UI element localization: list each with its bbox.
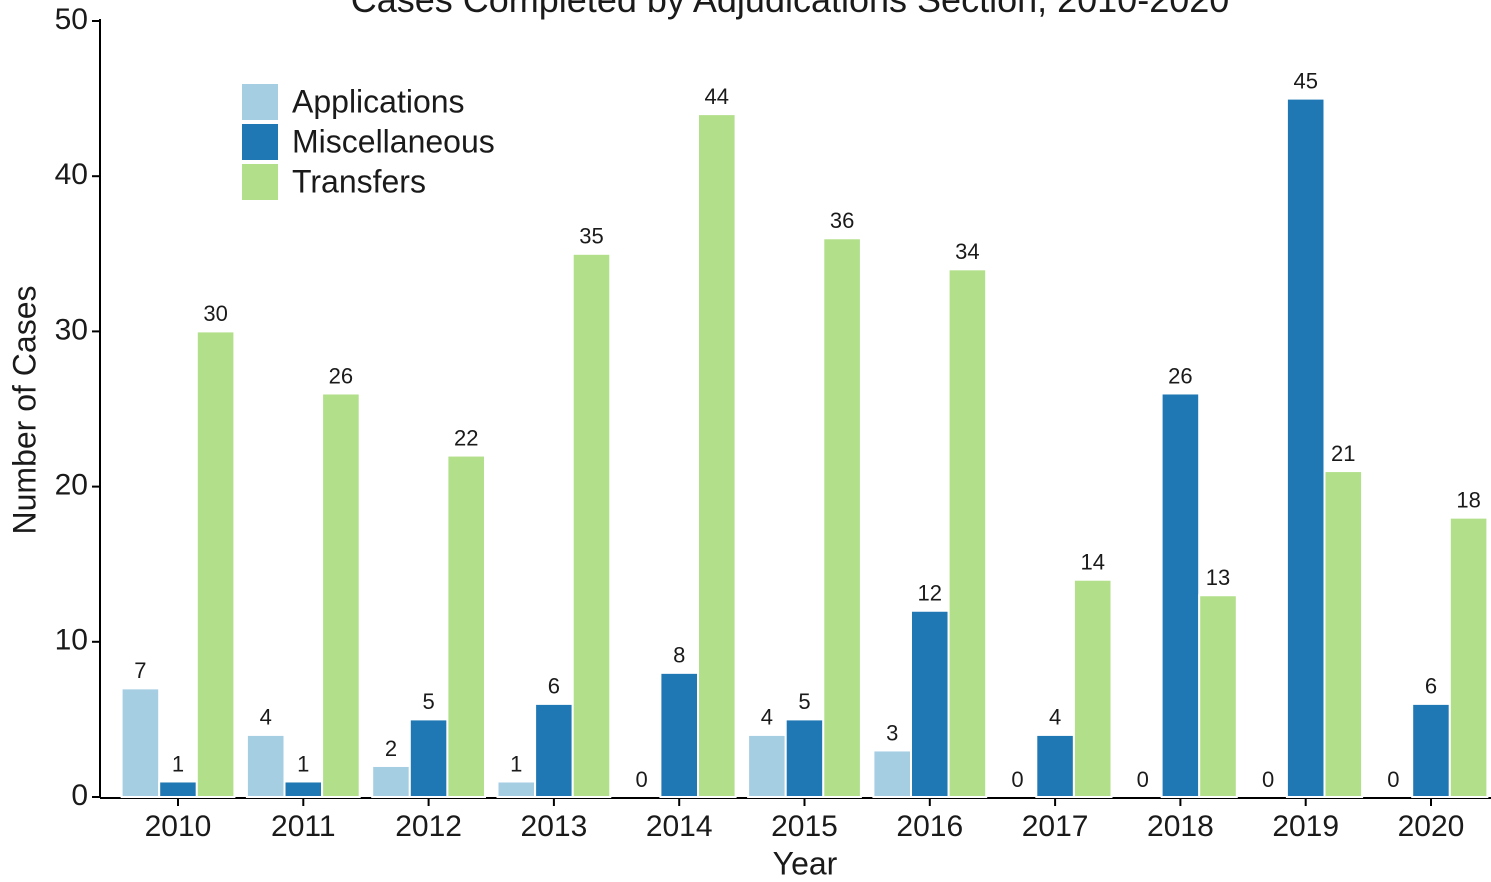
- value-label: 5: [422, 689, 434, 714]
- legend-swatch: [242, 84, 278, 120]
- x-tick-label: 2013: [521, 810, 588, 843]
- value-label: 45: [1293, 68, 1317, 93]
- value-label: 4: [260, 705, 272, 730]
- value-label: 35: [579, 224, 603, 249]
- bar: [697, 113, 737, 799]
- bar: [947, 268, 988, 798]
- value-label: 26: [329, 363, 353, 388]
- x-tick-label: 2020: [1398, 810, 1465, 843]
- value-label: 3: [886, 720, 898, 745]
- bar: [283, 780, 324, 798]
- bar: [1285, 97, 1326, 799]
- bar: [659, 671, 700, 799]
- value-label: 14: [1080, 550, 1104, 575]
- value-label: 5: [798, 689, 810, 714]
- value-label: 18: [1456, 487, 1480, 512]
- x-tick-label: 2014: [646, 810, 713, 843]
- y-tick-label: 50: [55, 3, 88, 36]
- value-label: 2: [385, 736, 397, 761]
- bar: [158, 780, 198, 798]
- bar: [1072, 578, 1113, 798]
- bar: [371, 764, 411, 799]
- value-label: 8: [673, 643, 685, 668]
- bar: [822, 237, 862, 798]
- bar: [1198, 594, 1238, 798]
- legend-swatch: [242, 124, 278, 160]
- value-label: 12: [918, 581, 942, 606]
- value-label: 1: [297, 751, 309, 776]
- value-label: 0: [1011, 767, 1023, 792]
- chart-title: Cases Completed by Adjudications Section…: [351, 0, 1230, 20]
- value-label: 21: [1331, 441, 1355, 466]
- bar: [120, 687, 161, 798]
- bar: [1411, 702, 1451, 799]
- y-tick-label: 40: [55, 158, 88, 191]
- bar: [195, 330, 236, 798]
- x-tick-label: 2016: [896, 810, 963, 843]
- value-label: 6: [1425, 674, 1437, 699]
- x-tick-label: 2017: [1022, 810, 1089, 843]
- legend-label: Miscellaneous: [292, 123, 495, 159]
- value-label: 36: [830, 208, 854, 233]
- bar: [872, 749, 913, 799]
- bar: [910, 609, 950, 799]
- value-label: 34: [955, 239, 979, 264]
- x-tick-label: 2012: [395, 810, 462, 843]
- value-label: 1: [510, 751, 522, 776]
- bar: [747, 733, 787, 798]
- value-label: 7: [134, 658, 146, 683]
- value-label: 6: [548, 674, 560, 699]
- legend-label: Transfers: [292, 163, 426, 199]
- value-label: 4: [1049, 705, 1061, 730]
- bar: [784, 718, 825, 799]
- value-label: 0: [1262, 767, 1274, 792]
- bar: [1035, 733, 1075, 798]
- y-tick-label: 0: [71, 779, 88, 812]
- value-label: 44: [705, 84, 729, 109]
- x-tick-label: 2018: [1147, 810, 1214, 843]
- bar: [1160, 392, 1201, 798]
- y-tick-label: 20: [55, 469, 88, 502]
- value-label: 22: [454, 425, 478, 450]
- value-label: 30: [203, 301, 227, 326]
- bar: [321, 392, 361, 798]
- value-label: 13: [1206, 565, 1230, 590]
- value-label: 1: [172, 751, 184, 776]
- value-label: 0: [1137, 767, 1149, 792]
- x-axis-title: Year: [773, 845, 838, 881]
- bar: [534, 702, 574, 799]
- bar: [1323, 470, 1364, 798]
- bar: [446, 454, 486, 798]
- bar: [571, 252, 612, 799]
- x-tick-label: 2019: [1272, 810, 1339, 843]
- bar: [245, 733, 286, 798]
- value-label: 0: [1387, 767, 1399, 792]
- value-label: 26: [1168, 363, 1192, 388]
- value-label: 4: [761, 705, 773, 730]
- x-tick-label: 2010: [145, 810, 212, 843]
- y-tick-label: 10: [55, 624, 88, 657]
- bar: [1448, 516, 1489, 798]
- legend-swatch: [242, 164, 278, 200]
- bar: [408, 718, 449, 799]
- legend-label: Applications: [292, 83, 465, 119]
- x-tick-label: 2015: [771, 810, 838, 843]
- value-label: 0: [635, 767, 647, 792]
- y-axis-title: Number of Cases: [6, 286, 42, 535]
- x-tick-label: 2011: [271, 810, 336, 843]
- y-tick-label: 30: [55, 313, 88, 346]
- bar: [496, 780, 537, 798]
